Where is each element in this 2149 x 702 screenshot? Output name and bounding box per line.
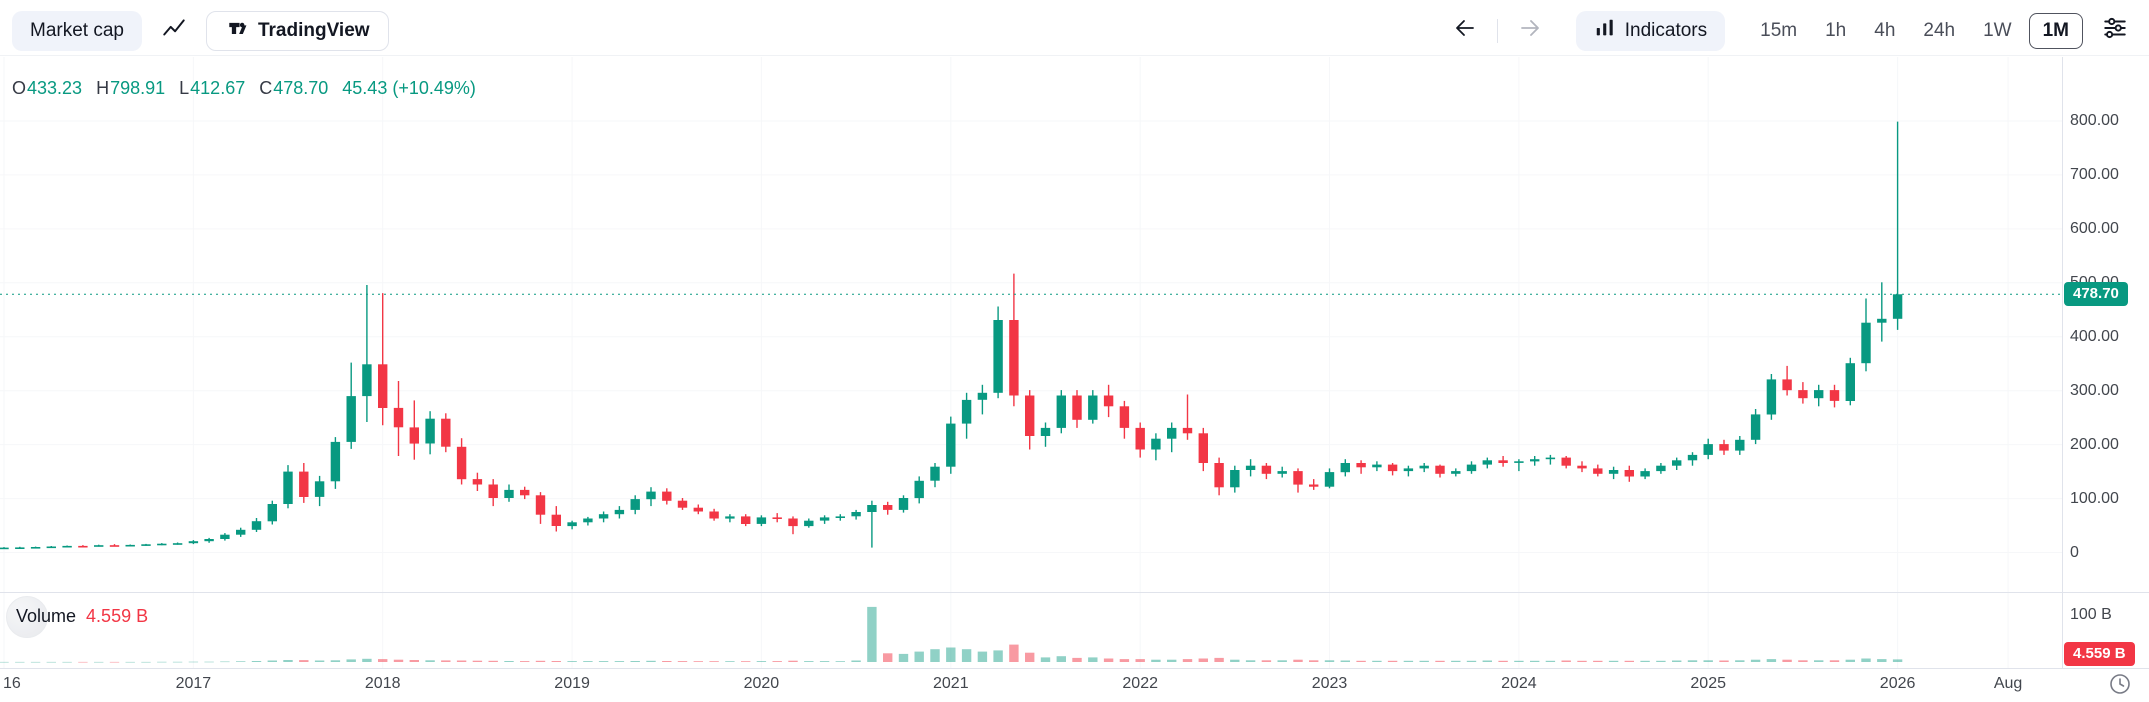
timezone-clock-button[interactable] xyxy=(2107,672,2133,698)
time-axis-tick: 2021 xyxy=(933,675,969,692)
sliders-icon xyxy=(2102,15,2128,47)
time-axis-tick: Aug xyxy=(1993,675,2023,692)
timeframe-15m[interactable]: 15m xyxy=(1749,13,1808,49)
legend-open-value: 433.23 xyxy=(27,78,83,98)
chart-settings-button[interactable] xyxy=(2093,11,2137,51)
legend-high-label: H xyxy=(96,78,110,98)
time-axis-tick: 2022 xyxy=(1122,675,1158,692)
timeframe-1m[interactable]: 1M xyxy=(2028,12,2083,49)
time-axis-tick: 2019 xyxy=(554,675,590,692)
legend-open: O 433.23 xyxy=(12,78,82,99)
timeframe-group: 15m 1h 4h 24h 1W 1M xyxy=(1749,12,2083,49)
timeframe-24h[interactable]: 24h xyxy=(1912,13,1966,49)
volume-label: Volume xyxy=(16,606,77,626)
tradingview-logo-icon xyxy=(225,16,249,46)
volume-value: 4.559 B xyxy=(86,606,149,626)
current-price-badge: 478.70 xyxy=(2064,282,2128,307)
legend-high-value: 798.91 xyxy=(110,78,166,98)
indicators-button[interactable]: Indicators xyxy=(1575,10,1726,51)
time-axis-tick: 2023 xyxy=(1311,675,1348,692)
timeframe-4h[interactable]: 4h xyxy=(1863,13,1906,49)
legend-change: 45.43 (+10.49%) xyxy=(342,78,476,98)
timeframe-1w[interactable]: 1W xyxy=(1972,13,2023,49)
indicators-label: Indicators xyxy=(1624,19,1708,41)
market-cap-button[interactable]: Market cap xyxy=(12,10,142,51)
line-chart-icon xyxy=(161,15,187,47)
time-axis-tick: 2020 xyxy=(743,675,780,692)
chart-style-button[interactable] xyxy=(152,11,196,51)
ohlc-legend: O 433.23 H 798.91 L 412.67 C 478.70 45.43 (+… xyxy=(12,78,476,99)
time-axis-tick: 2017 xyxy=(175,675,212,692)
arrow-left-icon xyxy=(1453,16,1477,46)
scroll-forward-button[interactable] xyxy=(1508,11,1552,51)
time-axis-tick: 2026 xyxy=(1879,675,1916,692)
legend-low-label: L xyxy=(179,78,190,98)
legend-open-label: O xyxy=(12,78,27,98)
market-cap-label: Market cap xyxy=(30,19,124,41)
top-toolbar: Market cap TradingView xyxy=(0,0,2149,56)
legend-low-value: 412.67 xyxy=(190,78,246,98)
legend-close: C 478.70 xyxy=(259,78,328,99)
clock-icon xyxy=(2108,672,2132,699)
legend-close-value: 478.70 xyxy=(273,78,329,98)
toolbar-divider xyxy=(1496,18,1498,43)
legend-low: L 412.67 xyxy=(179,78,245,99)
time-axis-tick: 2018 xyxy=(364,675,401,692)
exchange-logo-watermark xyxy=(6,596,48,638)
legend-high: H 798.91 xyxy=(96,78,165,99)
toolbar-right-group: Indicators 15m 1h 4h 24h 1W 1M xyxy=(1443,10,2137,51)
tradingview-button[interactable]: TradingView xyxy=(205,10,389,51)
indicators-icon xyxy=(1594,17,1616,45)
tradingview-label: TradingView xyxy=(257,19,370,41)
time-axis-tick: 2025 xyxy=(1690,675,1726,692)
legend-close-label: C xyxy=(259,78,273,98)
timeframe-1h[interactable]: 1h xyxy=(1814,13,1857,49)
time-axis-tick: 2024 xyxy=(1501,675,1537,692)
volume-value-badge: 4.559 B xyxy=(2064,642,2135,666)
arrow-right-icon xyxy=(1518,16,1542,46)
toolbar-left-group: Market cap TradingView xyxy=(12,10,389,51)
volume-legend: Volume 4.559 B xyxy=(16,606,148,627)
time-axis-tick: 16 xyxy=(3,675,21,692)
scroll-back-button[interactable] xyxy=(1443,11,1487,51)
